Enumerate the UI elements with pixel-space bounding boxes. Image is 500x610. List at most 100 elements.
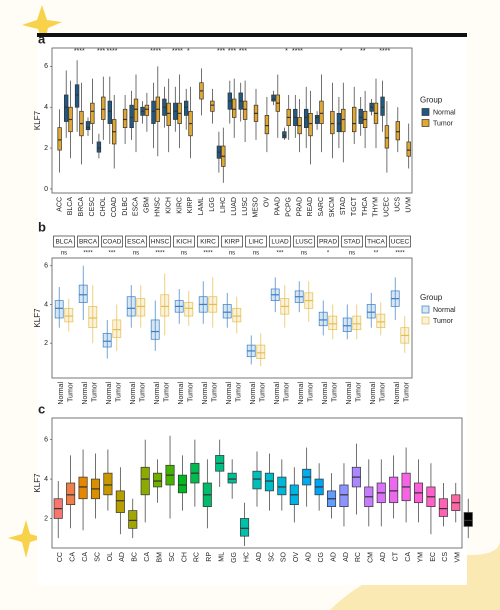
top-bar bbox=[37, 33, 467, 37]
significance: **** bbox=[74, 48, 85, 55]
strip bbox=[53, 235, 75, 248]
x-tick-label: Tumor bbox=[68, 381, 75, 402]
box bbox=[252, 470, 262, 490]
y-tick-label: 2 bbox=[44, 515, 48, 522]
legend-swatch bbox=[421, 305, 430, 314]
box bbox=[129, 104, 134, 128]
x-tick-label: CT bbox=[393, 551, 400, 561]
box bbox=[133, 98, 139, 122]
box bbox=[96, 141, 102, 153]
box bbox=[74, 84, 80, 108]
strip-label: THCA bbox=[367, 239, 385, 246]
y-tick-label: 6 bbox=[44, 437, 48, 444]
box bbox=[88, 306, 98, 329]
legend-label: Normal bbox=[433, 109, 456, 116]
box bbox=[144, 104, 150, 116]
x-tick-label: Normal bbox=[202, 382, 209, 405]
x-tick-label: Normal bbox=[322, 382, 329, 405]
x-tick-label: HC bbox=[243, 552, 250, 562]
box bbox=[150, 319, 160, 340]
x-tick-label: YM bbox=[417, 552, 424, 563]
box bbox=[122, 108, 128, 128]
y-axis-label: KLF7 bbox=[33, 473, 42, 493]
x-tick-label: LIHC bbox=[220, 197, 227, 213]
box bbox=[85, 121, 91, 131]
box bbox=[107, 100, 113, 124]
decor-star bbox=[22, 5, 62, 45]
box bbox=[78, 284, 88, 303]
x-tick-label: EC bbox=[430, 552, 437, 562]
x-tick-label: LUAD bbox=[231, 197, 238, 216]
x-tick-label: UCS bbox=[394, 197, 401, 212]
strip bbox=[77, 235, 99, 248]
x-tick-label: Tumor bbox=[284, 381, 291, 402]
x-tick-label: GG bbox=[231, 552, 238, 563]
strip bbox=[269, 235, 291, 248]
box bbox=[389, 476, 399, 504]
y-tick-label: 6 bbox=[44, 263, 48, 270]
x-tick-label: SO bbox=[281, 551, 288, 562]
x-tick-label: SC bbox=[268, 552, 275, 562]
box bbox=[330, 110, 335, 135]
y-tick-label: 0 bbox=[44, 186, 48, 193]
y-tick-label: 2 bbox=[44, 340, 48, 347]
x-tick-label: THCA bbox=[362, 197, 369, 216]
significance: **** bbox=[203, 251, 213, 257]
strip-label: ESCA bbox=[127, 239, 145, 246]
x-tick-label: BM bbox=[156, 552, 163, 563]
legend-label: Tumor bbox=[433, 120, 454, 127]
x-tick-label: CC bbox=[57, 552, 64, 562]
x-tick-label: Normal bbox=[154, 382, 161, 405]
box bbox=[112, 319, 122, 338]
x-tick-label: CH bbox=[181, 552, 188, 562]
y-tick-label: 2 bbox=[44, 145, 48, 152]
box bbox=[463, 512, 473, 527]
x-tick-label: LUSC bbox=[242, 197, 249, 216]
box bbox=[160, 294, 170, 317]
strip bbox=[389, 235, 411, 248]
x-tick-label: CM bbox=[368, 552, 375, 563]
x-tick-label: Normal bbox=[274, 382, 281, 405]
significance: **** bbox=[155, 251, 165, 257]
significance: *** bbox=[97, 48, 105, 55]
box bbox=[395, 121, 401, 141]
box bbox=[153, 472, 163, 488]
box bbox=[115, 490, 125, 513]
significance: ns bbox=[181, 251, 187, 257]
strip-label: STAD bbox=[344, 239, 361, 246]
significance: *** bbox=[228, 48, 236, 55]
box bbox=[341, 108, 346, 133]
box bbox=[282, 131, 287, 139]
box bbox=[271, 94, 276, 102]
x-tick-label: PAAD bbox=[274, 197, 281, 216]
x-tick-label: COAD bbox=[111, 197, 118, 217]
box bbox=[277, 476, 287, 496]
box bbox=[314, 115, 320, 124]
box bbox=[90, 102, 95, 124]
x-tick-label: Tumor bbox=[188, 381, 195, 402]
strip bbox=[293, 235, 315, 248]
x-tick-label: KIRC bbox=[176, 197, 183, 214]
x-tick-label: UCEC bbox=[384, 197, 391, 217]
significance: **** bbox=[83, 251, 93, 257]
significance: **** bbox=[292, 48, 303, 55]
box bbox=[358, 108, 363, 124]
x-tick-label: Normal bbox=[394, 382, 401, 405]
x-tick-label: MESO bbox=[253, 196, 260, 217]
x-tick-label: Normal bbox=[298, 382, 305, 405]
box bbox=[103, 472, 113, 496]
significance: *** bbox=[239, 48, 247, 55]
significance: * bbox=[187, 48, 190, 55]
box bbox=[126, 296, 136, 317]
x-tick-label: AD bbox=[380, 552, 387, 562]
x-tick-label: CA bbox=[82, 552, 89, 562]
x-tick-label: Normal bbox=[178, 382, 185, 405]
box bbox=[438, 498, 448, 517]
x-tick-label: CHOL bbox=[100, 197, 107, 217]
strip-label: KICH bbox=[176, 239, 192, 246]
strip bbox=[149, 235, 171, 248]
x-tick-label: Normal bbox=[106, 382, 113, 405]
box bbox=[318, 311, 328, 327]
box bbox=[64, 307, 74, 323]
box bbox=[256, 344, 266, 359]
